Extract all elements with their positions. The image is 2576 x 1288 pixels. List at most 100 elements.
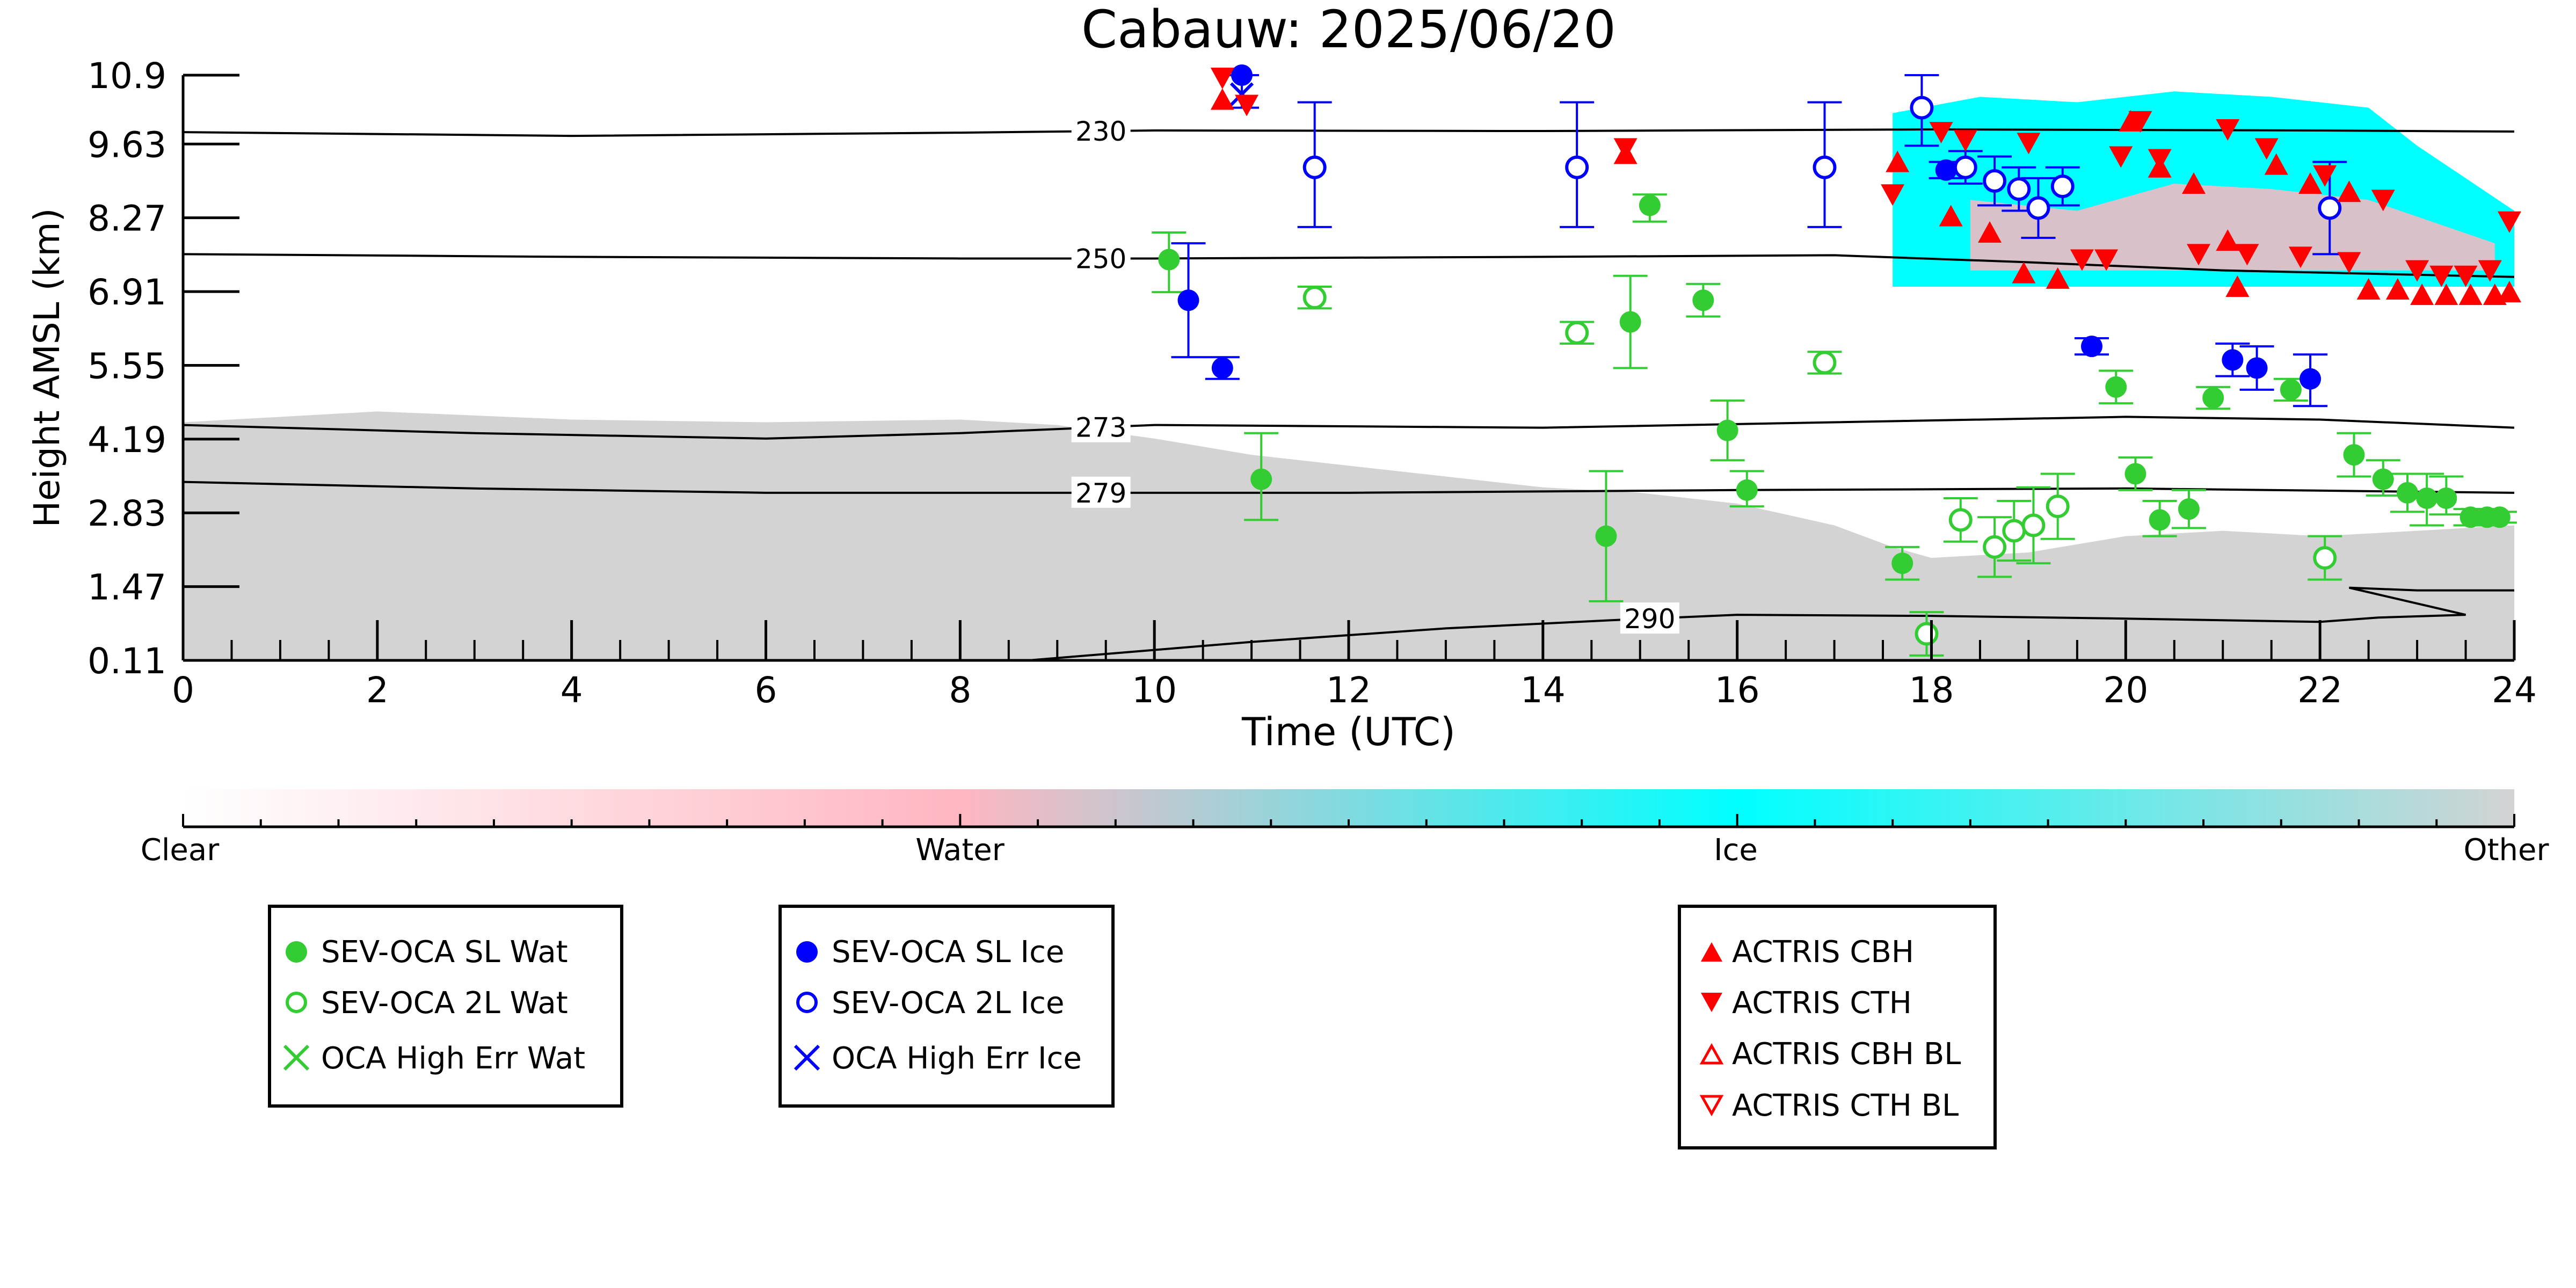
sev-oca-sl-wat-point-6 bbox=[1716, 419, 1738, 441]
data-markers bbox=[1158, 64, 2521, 646]
legend-cbh-label: ACTRIS CBH bbox=[1732, 935, 1914, 970]
isotherm-279-label: 279 bbox=[1075, 478, 1126, 509]
isotherm-contours: 230 250 273 279 290 bbox=[183, 115, 2514, 660]
legend-cth-bl-marker bbox=[1699, 1095, 1724, 1117]
actris-cth-point-19 bbox=[2371, 190, 2395, 212]
y-tick-label-10-9: 10.9 bbox=[88, 55, 166, 97]
sev-oca-sl-ice-point-7 bbox=[2300, 368, 2322, 390]
sev-oca-sl-ice-point-6 bbox=[2246, 357, 2268, 379]
isotherm-273-label-bg bbox=[1071, 411, 1131, 442]
x-tick-label-22: 22 bbox=[2297, 670, 2342, 711]
sev-oca-sl-ice-point-4 bbox=[2081, 336, 2103, 358]
background-region-other-0 bbox=[183, 411, 2514, 660]
sev-oca-sl-wat-point-1 bbox=[1250, 468, 1272, 490]
sev-oca-2l-wat-point-0 bbox=[1302, 286, 1327, 310]
legend-sl-wat-label: SEV-OCA SL Wat bbox=[321, 935, 568, 970]
y-tick-label-4-19: 4.19 bbox=[88, 419, 166, 461]
legend-higherr-wat-marker bbox=[283, 1044, 310, 1071]
legend-2l-wat-marker bbox=[286, 992, 307, 1013]
actris-cth-point-9 bbox=[2109, 146, 2133, 168]
sev-oca-sl-ice-point-3 bbox=[1935, 159, 1957, 181]
sev-oca-2l-wat-point-1 bbox=[1565, 321, 1589, 345]
sev-oca-sl-wat-point-9 bbox=[2105, 376, 2127, 398]
actris-cbh-point-19 bbox=[2458, 283, 2483, 305]
sev-oca-sl-wat-point-15 bbox=[2343, 444, 2365, 466]
colorbar-label-ice: Ice bbox=[1714, 833, 1758, 868]
legend-2l-ice-marker bbox=[796, 992, 818, 1013]
sev-oca-2l-ice-point-1 bbox=[1565, 155, 1589, 179]
legend-cbh-bl-label: ACTRIS CBH BL bbox=[1732, 1037, 1961, 1072]
isotherm-250-label: 250 bbox=[1075, 243, 1126, 274]
y-tick-label-9-63: 9.63 bbox=[88, 124, 166, 165]
x-tick-label-4: 4 bbox=[561, 670, 583, 711]
actris-cth-point-0 bbox=[1210, 68, 1234, 90]
actris-cth-point-20 bbox=[2405, 260, 2429, 282]
y-tick-label-5-55: 5.55 bbox=[88, 345, 166, 387]
isotherm-290-label-bg bbox=[1620, 602, 1679, 634]
x-tick-label-8: 8 bbox=[949, 670, 971, 711]
sev-oca-2l-ice-point-6 bbox=[2007, 177, 2031, 201]
x-tick-label-20: 20 bbox=[2103, 670, 2148, 711]
x-tick-label-6: 6 bbox=[755, 670, 777, 711]
sev-oca-sl-wat-point-14 bbox=[2280, 379, 2302, 401]
actris-cth-point-21 bbox=[2429, 265, 2454, 287]
actris-cth-point-8 bbox=[2094, 249, 2119, 271]
actris-cbh-point-9 bbox=[2181, 172, 2206, 194]
legend-higherr-wat-label: OCA High Err Wat bbox=[321, 1041, 585, 1076]
actris-cth-point-14 bbox=[2235, 244, 2259, 266]
legend-sl-wat-marker bbox=[286, 941, 307, 963]
sev-oca-sl-wat-point-13 bbox=[2202, 387, 2224, 409]
legend-cth-marker bbox=[1701, 993, 1722, 1012]
x-tick-label-0: 0 bbox=[172, 670, 194, 711]
actris-cth-point-7 bbox=[2070, 249, 2094, 271]
isotherm-230-label: 230 bbox=[1075, 116, 1126, 147]
actris-cth-point-10 bbox=[2128, 111, 2152, 133]
sev-oca-sl-wat-point-20 bbox=[2459, 506, 2482, 528]
legend-cth-bl-label: ACTRIS CTH BL bbox=[1732, 1088, 1959, 1123]
actris-cth-point-22 bbox=[2454, 265, 2478, 287]
x-tick-label-12: 12 bbox=[1326, 670, 1371, 711]
actris-cbh-point-7 bbox=[2119, 110, 2143, 132]
legend-actris-frame bbox=[1678, 905, 1997, 1149]
classification-colorbar: Clear Water Ice Other bbox=[141, 789, 2549, 868]
sev-oca-sl-ice-point-0 bbox=[1177, 289, 1199, 311]
legend-sl-ice-label: SEV-OCA SL Ice bbox=[832, 935, 1064, 970]
legend-water: SEV-OCA SL Wat SEV-OCA 2L Wat OCA High E… bbox=[268, 905, 623, 1108]
sev-oca-sl-wat-point-0 bbox=[1158, 249, 1180, 271]
legend-ice: SEV-OCA SL Ice SEV-OCA 2L Ice OCA High E… bbox=[778, 905, 1115, 1108]
actris-cth-point-23 bbox=[2478, 260, 2502, 282]
actris-cth-point-3 bbox=[1881, 184, 1905, 206]
actris-cbh-point-5 bbox=[2012, 261, 2036, 283]
sev-oca-sl-wat-point-19 bbox=[2435, 487, 2457, 509]
sev-oca-sl-ice-point-5 bbox=[2222, 349, 2244, 371]
x-tick-label-2: 2 bbox=[366, 670, 389, 711]
x-axis-ticks: 0 2 4 6 8 10 12 14 16 18 20 22 24 bbox=[172, 620, 2537, 711]
actris-cth-point-11 bbox=[2148, 149, 2172, 171]
sev-oca-2l-wat-point-8 bbox=[2046, 494, 2070, 519]
sev-oca-sl-wat-point-16 bbox=[2372, 468, 2394, 490]
sev-oca-sl-wat-point-7 bbox=[1736, 479, 1758, 501]
colorbar-ticks bbox=[182, 814, 2515, 827]
sev-oca-2l-wat-point-6 bbox=[2002, 519, 2026, 543]
sev-oca-2l-ice-point-9 bbox=[2318, 196, 2342, 220]
actris-cth-point-16 bbox=[2288, 246, 2312, 268]
x-tick-label-16: 16 bbox=[1715, 670, 1760, 711]
sev-oca-2l-wat-point-2 bbox=[1813, 351, 1837, 375]
legend-cth-label: ACTRIS CTH bbox=[1732, 986, 1912, 1021]
actris-cth-point-24 bbox=[2497, 211, 2521, 233]
actris-cbh-point-13 bbox=[2298, 172, 2323, 194]
actris-cbh-point-17 bbox=[2410, 283, 2434, 305]
sev-oca-2l-ice-point-7 bbox=[2026, 196, 2050, 220]
actris-cbh-point-2 bbox=[1886, 150, 1910, 172]
actris-cbh-point-18 bbox=[2434, 283, 2458, 305]
sev-oca-2l-wat-point-4 bbox=[1948, 508, 1973, 532]
y-tick-label-0-11: 0.11 bbox=[88, 641, 166, 682]
actris-cbh-point-11 bbox=[2225, 275, 2250, 297]
actris-cbh-point-4 bbox=[1978, 221, 2002, 243]
actris-cth-point-1 bbox=[1235, 94, 1259, 117]
isotherm-250-line bbox=[183, 253, 2514, 278]
x-tick-label-14: 14 bbox=[1520, 670, 1566, 711]
y-tick-label-8-27: 8.27 bbox=[88, 198, 166, 239]
sev-oca-2l-ice-point-2 bbox=[1813, 155, 1837, 179]
legend-cbh-marker bbox=[1701, 942, 1722, 962]
